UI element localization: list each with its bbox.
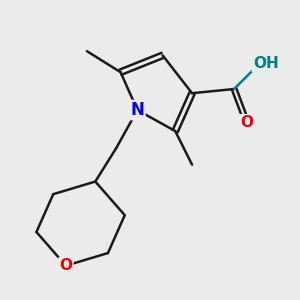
- Text: OH: OH: [253, 56, 278, 71]
- Text: N: N: [130, 101, 144, 119]
- Text: O: O: [240, 115, 253, 130]
- Text: O: O: [59, 258, 72, 273]
